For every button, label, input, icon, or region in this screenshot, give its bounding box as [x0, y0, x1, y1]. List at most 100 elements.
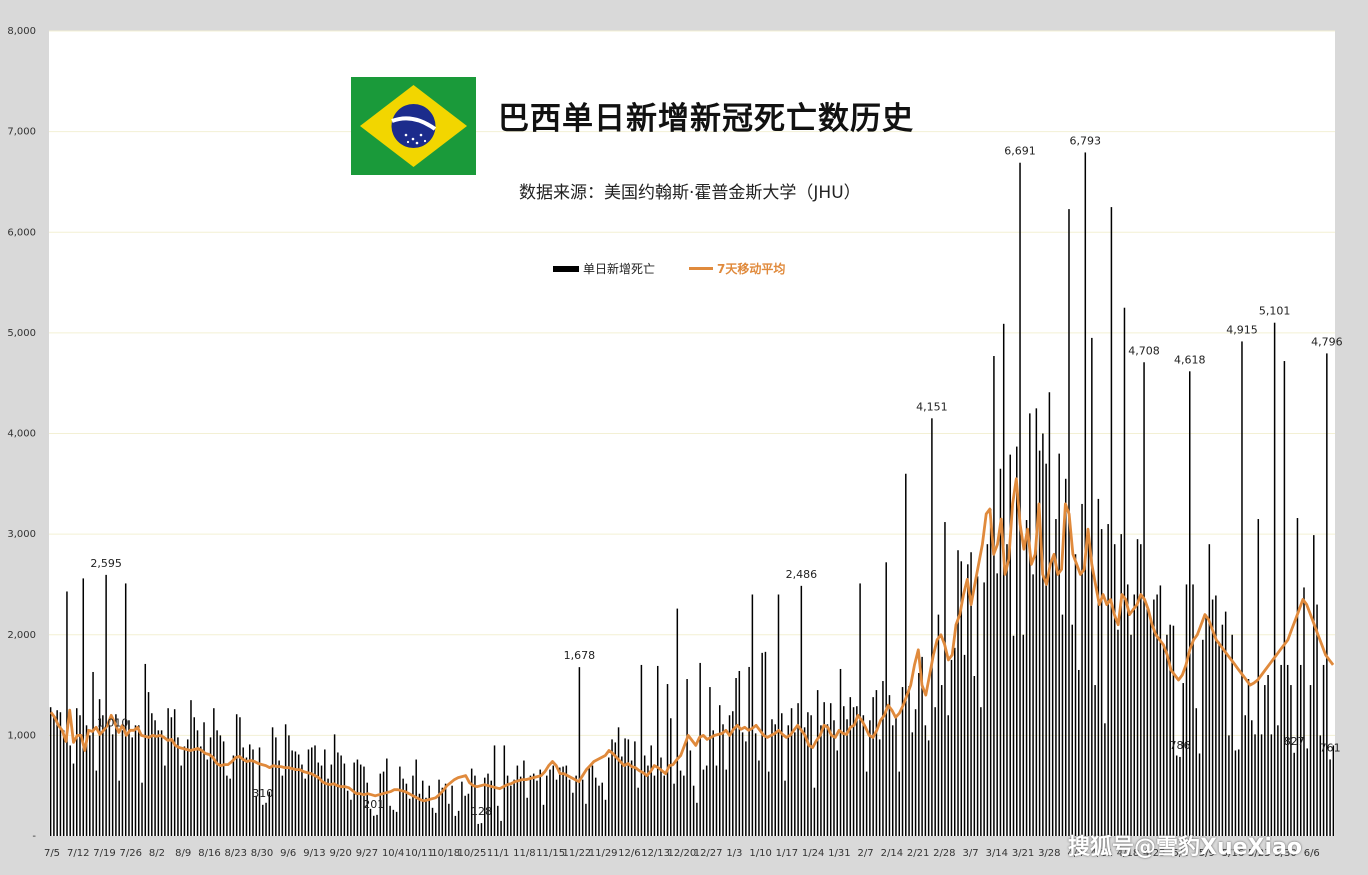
bar: [1022, 634, 1025, 836]
x-tick-label: 2/7: [858, 848, 874, 859]
data-label: 201: [363, 798, 384, 811]
bar: [350, 799, 352, 836]
bar: [1048, 392, 1051, 836]
bar: [157, 730, 160, 836]
bar: [1081, 503, 1083, 836]
bar: [1329, 759, 1331, 836]
bar: [98, 699, 101, 836]
x-tick-label: 11/8: [513, 848, 535, 859]
bar: [118, 780, 120, 836]
bar: [134, 725, 137, 836]
bar: [1123, 307, 1126, 836]
bar: [310, 747, 313, 836]
bar: [598, 785, 600, 836]
bar: [608, 757, 610, 836]
bar: [947, 715, 949, 836]
data-label: 1,010: [97, 716, 129, 729]
bar: [882, 681, 884, 836]
bar: [692, 785, 695, 836]
bar: [725, 769, 728, 836]
bar: [1113, 544, 1116, 836]
x-tick-label: 6/6: [1304, 848, 1320, 859]
bar: [346, 790, 349, 836]
bar: [617, 727, 620, 836]
bar: [676, 608, 679, 836]
bar: [1224, 611, 1227, 836]
bar: [911, 732, 914, 836]
x-tick-label: 7/26: [120, 848, 142, 859]
bar: [767, 771, 770, 836]
bar: [803, 727, 806, 836]
legend-item-daily: 单日新增死亡: [553, 260, 655, 277]
bar: [53, 715, 55, 836]
y-tick-label: 7,000: [7, 127, 36, 138]
bar: [1309, 685, 1312, 836]
bar: [151, 713, 153, 836]
bar: [480, 823, 483, 836]
bar: [170, 717, 173, 836]
data-label: 6,793: [1070, 134, 1102, 147]
bar: [989, 508, 992, 836]
bar: [1126, 584, 1129, 836]
bar: [826, 724, 829, 836]
bar: [709, 687, 711, 836]
bar: [82, 578, 85, 836]
bar: [128, 720, 130, 836]
bar: [1104, 723, 1106, 836]
bar: [816, 690, 819, 836]
data-label: 761: [1320, 741, 1341, 754]
bar: [412, 775, 414, 836]
x-tick-label: 7/19: [93, 848, 115, 859]
bar: [59, 712, 62, 836]
bar: [856, 706, 858, 836]
x-tick-label: 5/30: [1274, 848, 1296, 859]
bar: [435, 812, 437, 836]
bar: [1254, 734, 1256, 836]
bar: [1009, 454, 1011, 836]
bar: [431, 807, 434, 836]
bar: [702, 769, 705, 836]
bar: [66, 591, 68, 836]
bar: [797, 703, 799, 836]
bar: [255, 795, 258, 836]
bar: [852, 707, 855, 836]
bar: [421, 780, 424, 836]
x-tick-label: 1/31: [828, 848, 850, 859]
bar: [594, 777, 597, 836]
bar: [1306, 748, 1309, 836]
data-label: 2,486: [786, 568, 818, 581]
bar: [833, 720, 835, 836]
bar: [715, 765, 718, 836]
y-tick-label: -: [32, 831, 36, 842]
bar: [121, 730, 124, 836]
bar: [1299, 664, 1302, 836]
bar: [314, 745, 316, 836]
bar: [356, 759, 359, 836]
x-tick-label: 5/23: [1248, 848, 1270, 859]
x-tick-label: 5/16: [1222, 848, 1244, 859]
y-tick-label: 2,000: [7, 630, 36, 641]
bar: [258, 747, 261, 836]
bar: [1195, 708, 1198, 836]
bar: [924, 725, 927, 836]
bar: [1264, 685, 1266, 836]
bar: [160, 730, 163, 836]
bar: [92, 671, 94, 836]
x-tick-label: 1/17: [776, 848, 798, 859]
bar: [663, 775, 666, 836]
data-label: 4,151: [916, 400, 948, 413]
bar: [732, 711, 734, 836]
bar: [891, 725, 894, 836]
bar: [1169, 624, 1171, 836]
bar: [689, 750, 692, 836]
bar: [764, 651, 767, 836]
bar: [820, 725, 822, 836]
bar: [262, 804, 264, 836]
legend: 单日新增死亡 7天移动平均: [553, 260, 819, 277]
bar: [111, 734, 114, 836]
bar: [307, 749, 310, 836]
bar: [1064, 478, 1067, 836]
bar: [885, 562, 887, 836]
bar: [869, 720, 871, 836]
bar: [265, 802, 267, 836]
